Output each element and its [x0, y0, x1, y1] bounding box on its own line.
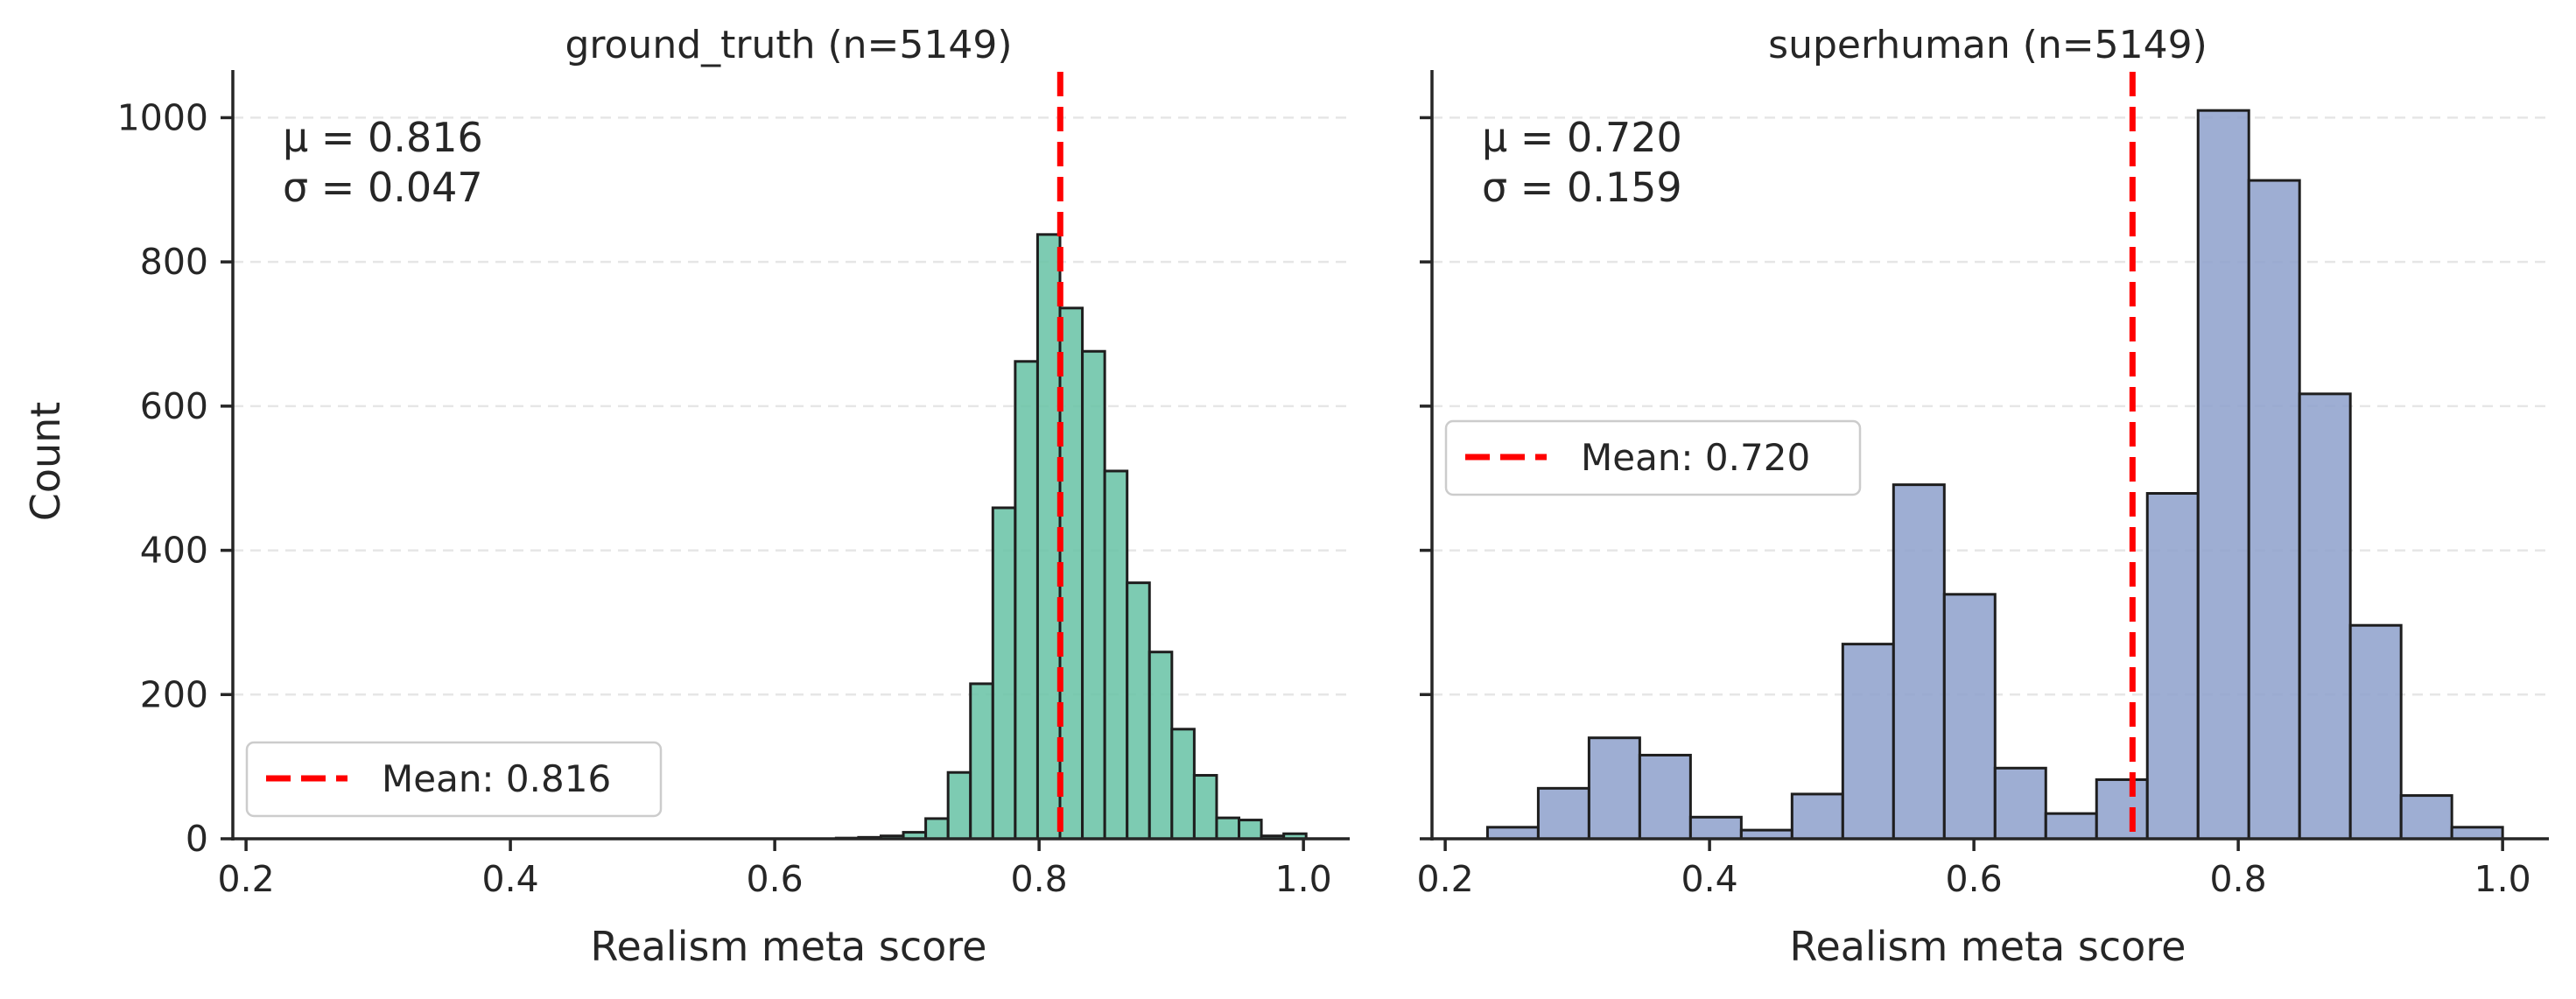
y-tick-label: 400	[140, 530, 208, 572]
histogram-bar	[2145, 492, 2200, 841]
histogram-bar	[2399, 794, 2453, 841]
histogram-bar	[1993, 766, 2047, 841]
x-tick-label: 0.4	[1681, 858, 1738, 900]
y-tick-label: 800	[140, 241, 208, 283]
chart-title: ground_truth (n=5149)	[565, 23, 1012, 67]
histogram-bar	[1192, 774, 1218, 841]
x-tick-label: 0.6	[1946, 858, 2003, 900]
histogram-bar	[1126, 581, 1151, 841]
histogram-bar	[2298, 392, 2352, 841]
x-tick-label: 0.8	[1011, 858, 1068, 900]
y-tick-label: 1000	[117, 96, 208, 138]
histogram-bar	[2247, 179, 2301, 841]
x-axis-label: Realism meta score	[591, 923, 987, 970]
chart-title: superhuman (n=5149)	[1768, 23, 2207, 67]
histogram-bar	[1215, 816, 1241, 841]
histogram-bar	[1238, 819, 1263, 841]
x-tick-label: 1.0	[1275, 858, 1332, 900]
histogram-bar	[991, 506, 1017, 841]
histogram-bar	[1103, 469, 1129, 841]
x-ticks: 0.2 0.4 0.6 0.8 1.0	[1416, 839, 2531, 900]
legend: Mean: 0.720	[1444, 419, 1862, 496]
x-ticks: 0.2 0.4 0.6 0.8 1.0	[217, 839, 1332, 900]
x-tick-label: 0.6	[747, 858, 804, 900]
legend-box	[1444, 419, 1862, 496]
histogram-bar	[2348, 623, 2403, 841]
histogram-bar	[1170, 728, 1196, 841]
mu-annotation: μ = 0.816	[283, 114, 483, 161]
histogram-bar	[1081, 349, 1106, 841]
histogram-bar	[1638, 753, 1692, 841]
mu-annotation: μ = 0.720	[1482, 114, 1682, 161]
legend-mean-label: Mean: 0.816	[382, 757, 611, 800]
panel-ground-truth: 0 200 400 600 800 1000 0.2 0.4 0.6 0.8 1.0 ground…	[22, 23, 1350, 970]
legend: Mean: 0.816	[245, 741, 663, 818]
sigma-annotation: σ = 0.159	[1482, 164, 1682, 211]
histogram-bar	[1485, 826, 1540, 841]
panel-superhuman: 0.2 0.4 0.6 0.8 1.0 superhuman (n=5149) Real…	[1416, 23, 2549, 970]
histogram-bar	[1942, 593, 1997, 841]
x-tick-label: 1.0	[2474, 858, 2531, 900]
x-tick-label: 0.2	[217, 858, 274, 900]
histogram-bar	[2450, 826, 2504, 841]
x-axis-label: Realism meta score	[1790, 923, 2186, 970]
histogram-bar	[1014, 360, 1039, 841]
y-ticks	[1420, 116, 1432, 841]
histogram-bar	[969, 682, 994, 841]
histogram-bars	[1485, 109, 2504, 841]
histogram-bar	[2095, 777, 2149, 841]
histogram-bar	[1892, 483, 1946, 841]
legend-mean-label: Mean: 0.720	[1581, 436, 1810, 479]
histogram-bar	[1536, 786, 1590, 841]
y-tick-label: 200	[140, 673, 208, 715]
x-tick-label: 0.2	[1416, 858, 1473, 900]
histogram-bar	[946, 770, 972, 841]
y-axis-label: Count	[22, 402, 69, 522]
histogram-bar	[924, 817, 950, 841]
sigma-annotation: σ = 0.047	[283, 164, 483, 211]
histogram-bar	[1035, 233, 1062, 841]
y-tick-label: 600	[140, 385, 208, 427]
histogram-bar	[1148, 651, 1174, 841]
histogram-bars	[834, 233, 1308, 841]
x-tick-label: 0.8	[2210, 858, 2267, 900]
y-ticks: 0 200 400 600 800 1000	[117, 96, 233, 860]
y-tick-label: 0	[186, 818, 208, 860]
histogram-bar	[1688, 815, 1743, 841]
histogram-bar	[2044, 812, 2098, 841]
histogram-bar	[1841, 643, 1895, 841]
histogram-bar	[1790, 792, 1844, 841]
legend-box	[245, 741, 663, 818]
histogram-bar	[1587, 736, 1641, 841]
histogram-bar	[2196, 109, 2250, 841]
x-tick-label: 0.4	[482, 858, 539, 900]
histogram-bar	[1058, 306, 1084, 841]
